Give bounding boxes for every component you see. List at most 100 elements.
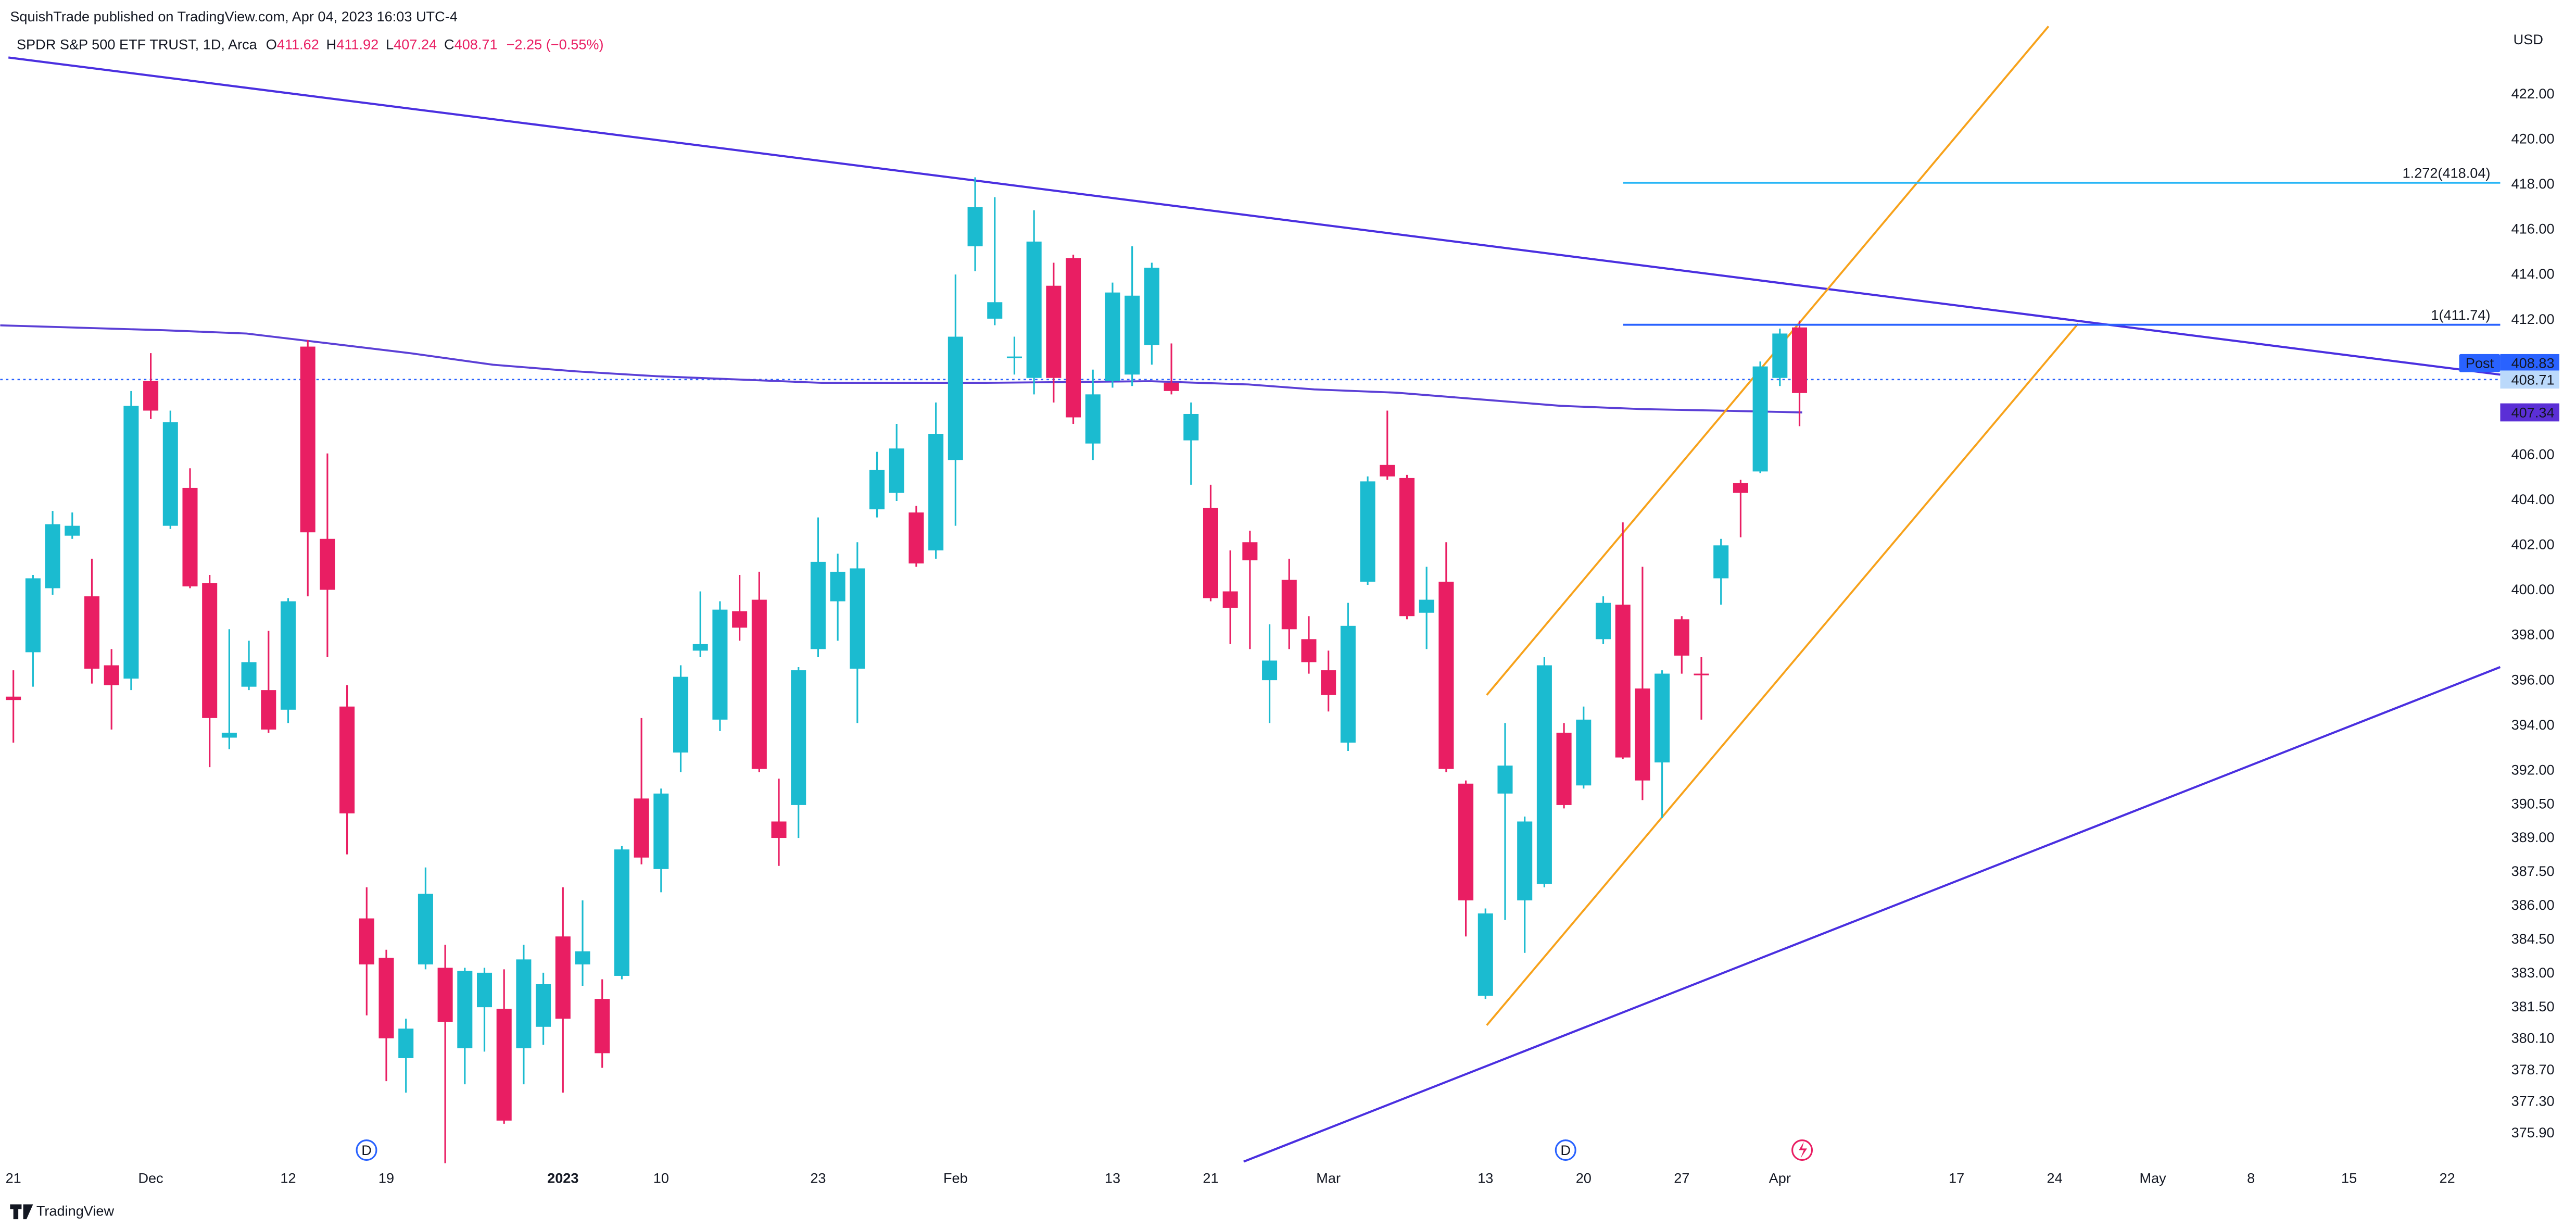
y-tick-label: 398.00 [2511, 626, 2555, 643]
candle-body [1085, 394, 1101, 444]
candle-body [1655, 673, 1670, 763]
legend-key: H [326, 36, 337, 53]
candle-body [1694, 673, 1709, 675]
candle-body [1752, 366, 1768, 472]
candle-body [1595, 603, 1611, 639]
candle-body [339, 706, 355, 813]
y-tick-label: 390.50 [2511, 795, 2555, 811]
overlay: 1.272(418.04) 1(411.74) [1623, 165, 2501, 326]
y-tick-label: 414.00 [2511, 266, 2555, 282]
candle-body [595, 999, 610, 1054]
logo [10, 1204, 33, 1220]
price-tag-box [2500, 403, 2560, 422]
candle-body [1026, 241, 1042, 378]
y-tick-label: 418.00 [2511, 175, 2555, 192]
candle-body [948, 336, 963, 460]
x-tick-label: Feb [943, 1170, 968, 1186]
candle-body [104, 665, 119, 685]
y-tick-label: 377.30 [2511, 1093, 2555, 1109]
candle-body [398, 1029, 414, 1058]
candle-body [810, 561, 826, 649]
post-box [2459, 354, 2501, 372]
candle-body [1674, 619, 1689, 656]
y-tick-label: 386.00 [2511, 897, 2555, 913]
x-tick-label: 17 [1949, 1170, 1964, 1186]
legend-value: 408.71 [454, 36, 498, 53]
candle-body [751, 599, 767, 769]
candle-body [1281, 580, 1297, 630]
y-tick-label: 396.00 [2511, 671, 2555, 687]
event-label: D [361, 1142, 372, 1158]
candle-body [1380, 465, 1395, 476]
candle-body [1772, 333, 1788, 378]
y-tick-label: 394.00 [2511, 717, 2555, 733]
x-tick-label: 27 [1674, 1170, 1689, 1186]
candle-body [1576, 719, 1592, 786]
y-tick-label: 383.00 [2511, 964, 2555, 981]
candle-body [653, 793, 669, 869]
candle-body [928, 434, 944, 550]
candle-body [987, 302, 1003, 319]
candle-body [1222, 591, 1238, 608]
candle-body [300, 346, 315, 533]
fib-label: 1.272(418.04) [2403, 165, 2491, 181]
legend-value: 411.92 [336, 36, 378, 53]
y-tick-label: 375.90 [2511, 1124, 2555, 1140]
legend-key: O [266, 36, 277, 53]
candle-body [1458, 783, 1474, 900]
x-tick-label: 2023 [547, 1170, 578, 1186]
legend: SPDR S&P 500 ETF TRUST, 1D, Arca O411.62… [17, 36, 604, 53]
y-tick-label: 420.00 [2511, 131, 2555, 147]
x-tick-label: 13 [1478, 1170, 1493, 1186]
x-tick-label: 21 [1203, 1170, 1218, 1186]
x-tick-label: Mar [1316, 1170, 1341, 1186]
y-tick-label: 406.00 [2511, 446, 2555, 462]
candle-body [45, 524, 60, 588]
candle-body [732, 611, 748, 628]
post-label: Post [2466, 355, 2494, 371]
x-tick-label: 21 [6, 1170, 21, 1186]
candle-body [614, 849, 629, 976]
candle-body [65, 525, 80, 536]
candle-body [182, 487, 198, 587]
candle-body [241, 662, 257, 687]
candle-body [1125, 295, 1140, 375]
legend-change: −2.25 (−0.55%) [507, 36, 604, 53]
event-marker [356, 1139, 377, 1161]
candle-body [25, 578, 41, 653]
x-tick-label: Apr [1769, 1170, 1791, 1186]
candle-body [908, 512, 924, 563]
fib-label: 1(411.74) [2431, 307, 2490, 323]
candle-body [1144, 268, 1159, 345]
candle-body [1791, 327, 1808, 393]
x-tick-label: 12 [280, 1170, 296, 1186]
event-marker [1555, 1139, 1576, 1161]
candle-body [1183, 413, 1199, 441]
candle-body [221, 732, 237, 738]
y-tick-label: 384.50 [2511, 931, 2555, 947]
candle-body [1419, 599, 1434, 613]
candle-body [418, 894, 433, 964]
footer: TradingView [36, 1203, 115, 1219]
candle-body [889, 448, 904, 493]
price-tag-box [2500, 370, 2560, 389]
channel-line [1486, 323, 2079, 1026]
candle-body [1262, 660, 1278, 681]
y-tick-label: 404.00 [2511, 491, 2555, 507]
candle-body [143, 381, 159, 411]
candle-body [359, 918, 374, 964]
candle-body [457, 971, 473, 1048]
candle-body [634, 798, 649, 858]
candle-body [1438, 581, 1454, 769]
candle-body [1066, 258, 1081, 418]
y-tick-label: 400.00 [2511, 581, 2555, 597]
x-tick-label: 10 [653, 1170, 669, 1186]
candle-body [1321, 670, 1336, 695]
candle-body [84, 596, 99, 669]
x-tick-label: 19 [378, 1170, 394, 1186]
candle-body [1105, 292, 1120, 381]
candle-body [1164, 382, 1179, 391]
candle-body [437, 968, 453, 1022]
y-tick-label: 422.00 [2511, 85, 2555, 102]
candle-body [1517, 821, 1533, 900]
